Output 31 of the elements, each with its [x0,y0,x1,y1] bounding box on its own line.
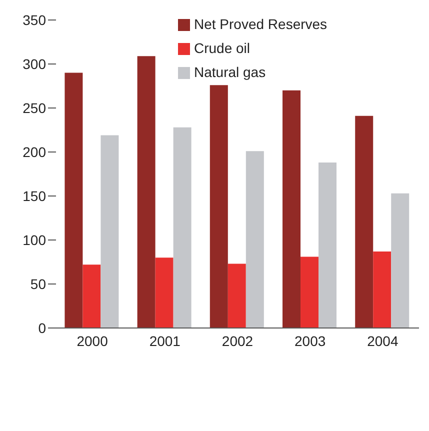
x-tick-label: 2002 [222,332,254,349]
y-tick-label: 300 [22,56,46,72]
bar [318,162,337,328]
bar [173,127,192,328]
y-tick-label: 100 [22,232,46,248]
bar [391,193,410,328]
legend-label: Crude oil [194,40,250,56]
y-tick-label: 0 [38,320,46,336]
bar [100,135,119,328]
y-tick-label: 350 [22,12,46,28]
bar [373,251,392,328]
legend-label: Net Proved Reserves [194,16,328,32]
x-tick-label: 2000 [76,332,108,349]
bar [355,116,374,328]
bar [210,85,228,328]
y-tick-label: 200 [22,144,46,160]
bar [82,264,101,328]
x-tick-label: 2003 [294,332,326,349]
bar [155,258,174,328]
y-tick-label: 50 [30,276,46,292]
y-tick-label: 150 [22,188,46,204]
bar [300,256,319,328]
y-tick-label: 250 [22,100,46,116]
x-tick-label: 2004 [367,332,398,349]
bar [282,90,301,328]
bar [137,56,156,328]
bar [228,264,246,328]
bar [246,151,264,328]
x-tick-label: 2001 [149,332,181,349]
bar [64,72,83,328]
legend-label: Natural gas [194,64,266,80]
